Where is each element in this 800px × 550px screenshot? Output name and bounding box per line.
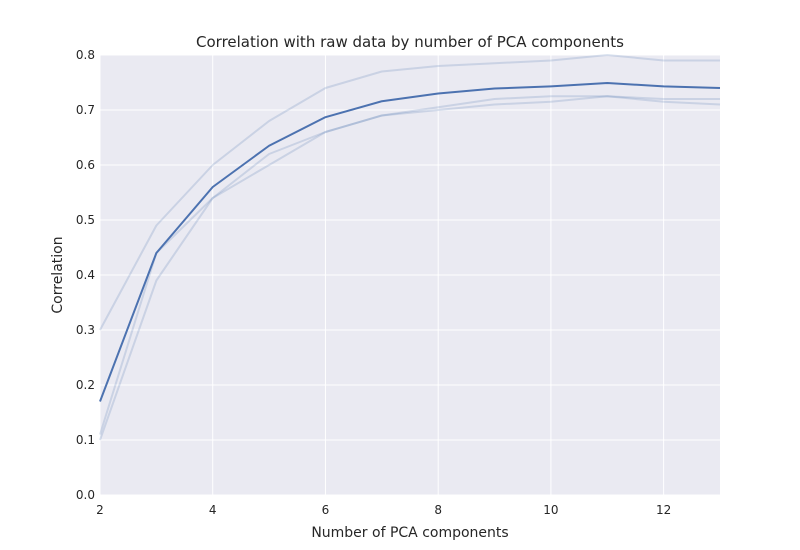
series-line-2 [99,95,721,435]
x-tick-label: 4 [209,503,217,517]
y-axis-label: Correlation [50,236,66,313]
x-tick-label: 2 [96,503,104,517]
x-tick-label: 12 [656,503,671,517]
chart-title: Correlation with raw data by number of P… [196,33,624,51]
x-tick-labels: 2 4 6 8 10 12 [96,503,671,517]
y-tick-label: 0.8 [76,48,95,62]
x-tick-label: 8 [434,503,442,517]
y-tick-label: 0.1 [76,433,95,447]
y-tick-label: 0.3 [76,323,95,337]
series-line-1 [99,54,720,331]
series-line-3 [99,95,720,441]
y-tick-label: 0.6 [76,158,95,172]
y-tick-label: 0.2 [76,378,95,392]
x-tick-label: 10 [543,503,558,517]
x-tick-label: 6 [322,503,330,517]
y-tick-label: 0.7 [76,103,95,117]
y-tick-label: 0.0 [76,488,95,502]
y-tick-label: 0.4 [76,268,95,282]
mean-series-line [99,82,721,402]
grid-lines [99,54,720,496]
series-lines [99,54,721,441]
y-tick-label: 0.5 [76,213,95,227]
y-tick-labels: 0.0 0.1 0.2 0.3 0.4 0.5 0.6 0.7 0.8 [76,48,95,502]
x-axis-label: Number of PCA components [311,525,508,541]
